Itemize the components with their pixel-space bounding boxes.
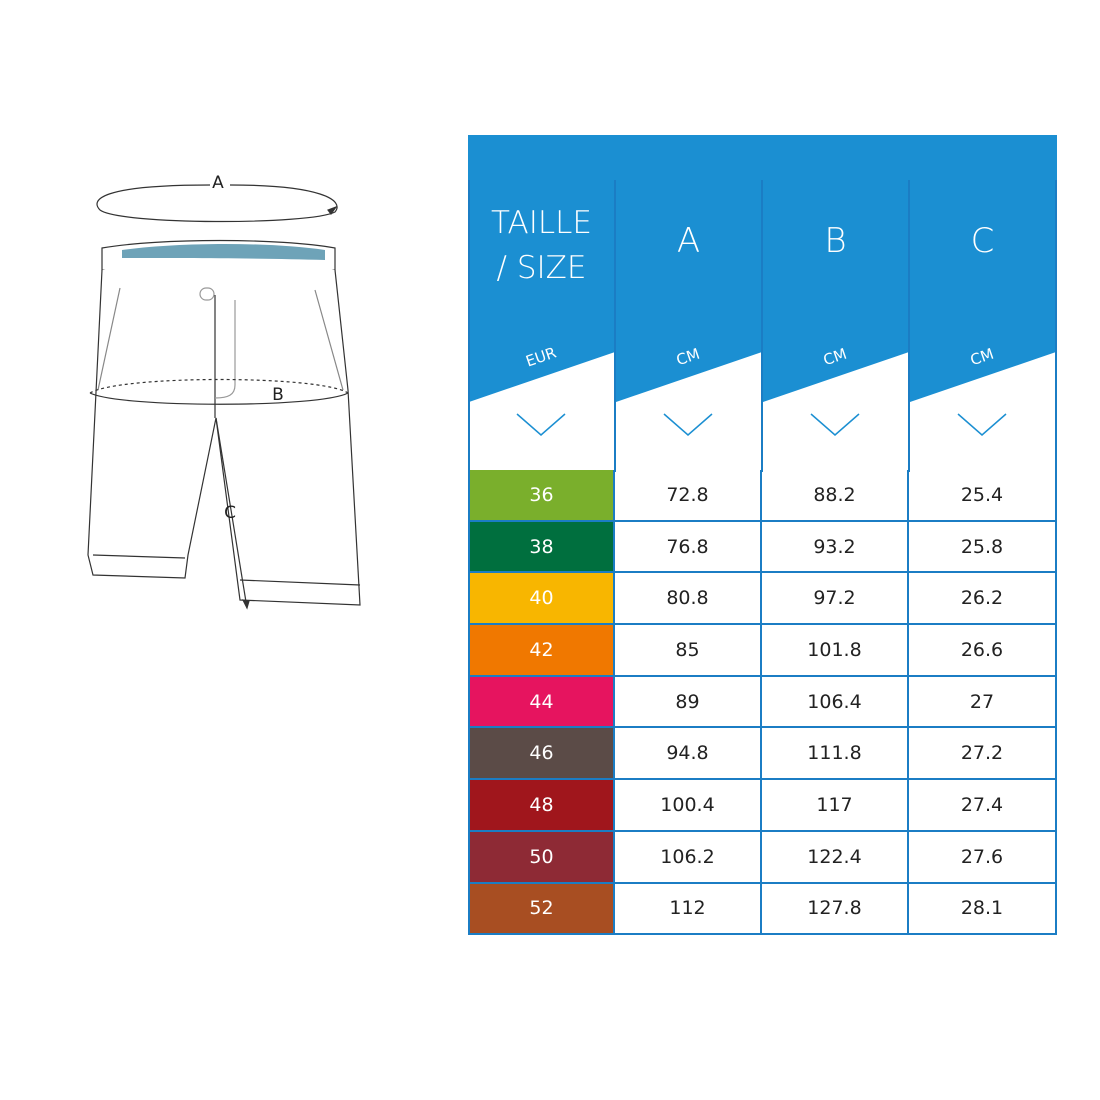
measurement-a-cell: 76.8 xyxy=(615,521,762,574)
size-header-line1: TAILLE xyxy=(490,205,592,241)
table-row: 52 112 127.8 28.1 xyxy=(468,883,1057,936)
table-row: 50 106.2 122.4 27.6 xyxy=(468,831,1057,884)
shorts-measurement-diagram: A B C xyxy=(60,160,380,620)
header-panel-a xyxy=(616,352,762,472)
measurement-a-cell: 72.8 xyxy=(615,470,762,522)
measurement-c-cell: 26.2 xyxy=(909,573,1057,626)
header-panel-b xyxy=(763,352,909,472)
measurement-a-cell: 94.8 xyxy=(615,728,762,781)
measurement-c-cell: 26.6 xyxy=(909,625,1057,677)
column-header-c: C xyxy=(970,221,995,261)
measurement-a-cell: 80.8 xyxy=(615,573,762,626)
measurement-c-cell: 27 xyxy=(909,676,1057,729)
column-header-b: B xyxy=(824,221,847,261)
size-chart-table: TAILLE / SIZE A B C EUR CM CM CM 36 72.8 8… xyxy=(468,135,1057,937)
measurement-b-cell: 97.2 xyxy=(762,573,909,626)
measurement-c-cell: 25.4 xyxy=(909,470,1057,522)
table-body: 36 72.8 88.2 25.4 38 76.8 93.2 25.8 40 80.8 97.2 26… xyxy=(468,470,1057,936)
measurement-c-cell: 27.2 xyxy=(909,728,1057,781)
measurement-c-cell: 25.8 xyxy=(909,521,1057,574)
chevron-down-icon xyxy=(810,413,860,436)
label-c: C xyxy=(224,503,236,523)
shorts-illustration: A B C xyxy=(87,173,361,610)
measurement-b-cell: 117 xyxy=(762,780,909,832)
size-column-header: TAILLE / SIZE xyxy=(468,201,615,291)
size-cell: 44 xyxy=(468,676,615,729)
table-row: 48 100.4 117 27.4 xyxy=(468,780,1057,832)
measurement-b-cell: 101.8 xyxy=(762,625,909,677)
measurement-a-cell: 100.4 xyxy=(615,780,762,832)
header-panel-size xyxy=(469,352,615,472)
table-row: 40 80.8 97.2 26.2 xyxy=(468,573,1057,626)
chevron-down-icon xyxy=(663,413,713,436)
size-cell: 42 xyxy=(468,625,615,677)
size-cell: 40 xyxy=(468,573,615,626)
measurement-a-cell: 106.2 xyxy=(615,831,762,884)
label-a: A xyxy=(212,173,224,193)
label-b: B xyxy=(272,385,284,405)
measurement-a-cell: 89 xyxy=(615,676,762,729)
measurement-c-cell: 27.6 xyxy=(909,831,1057,884)
size-cell: 52 xyxy=(468,883,615,936)
measurement-c-cell: 28.1 xyxy=(909,883,1057,936)
column-header-a: A xyxy=(676,221,701,261)
measurement-c-cell: 27.4 xyxy=(909,780,1057,832)
table-header-background xyxy=(468,135,1057,472)
chevron-down-icon xyxy=(516,413,566,436)
size-cell: 48 xyxy=(468,780,615,832)
size-cell: 38 xyxy=(468,521,615,574)
measurement-a-cell: 112 xyxy=(615,883,762,936)
size-cell: 36 xyxy=(468,470,615,522)
measurement-a-cell: 85 xyxy=(615,625,762,677)
measurement-b-cell: 93.2 xyxy=(762,521,909,574)
table-row: 42 85 101.8 26.6 xyxy=(468,625,1057,677)
measurement-b-cell: 88.2 xyxy=(762,470,909,522)
measurement-b-cell: 106.4 xyxy=(762,676,909,729)
table-row: 38 76.8 93.2 25.8 xyxy=(468,521,1057,574)
measurement-b-cell: 122.4 xyxy=(762,831,909,884)
chevron-down-icon xyxy=(957,413,1007,436)
table-row: 46 94.8 111.8 27.2 xyxy=(468,728,1057,781)
measurement-b-cell: 127.8 xyxy=(762,883,909,936)
table-row: 36 72.8 88.2 25.4 xyxy=(468,470,1057,522)
size-header-line2: / SIZE xyxy=(496,250,587,286)
measurement-b-cell: 111.8 xyxy=(762,728,909,781)
size-cell: 46 xyxy=(468,728,615,781)
header-panel-c xyxy=(910,352,1056,472)
table-row: 44 89 106.4 27 xyxy=(468,676,1057,729)
size-cell: 50 xyxy=(468,831,615,884)
